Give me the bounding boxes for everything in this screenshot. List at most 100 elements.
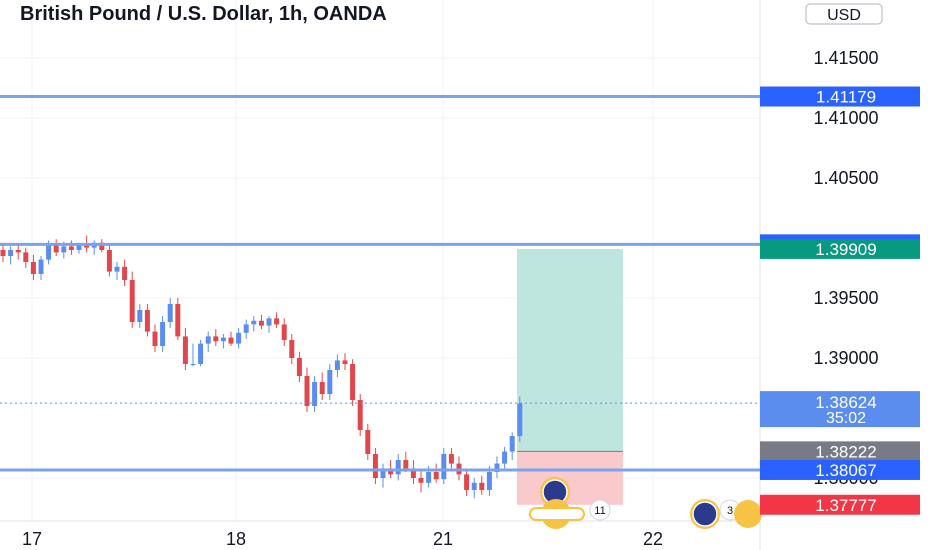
- price-tag: 1.38222: [760, 441, 920, 462]
- candle-body: [289, 340, 295, 358]
- price-axis-label: 1.41000: [813, 108, 878, 128]
- candle-body: [509, 436, 515, 452]
- currency-label: USD: [827, 7, 861, 24]
- candle: [441, 448, 447, 484]
- candle: [350, 359, 356, 406]
- price-tag-bg: [760, 86, 920, 107]
- candle-body: [464, 474, 470, 490]
- candle-body: [236, 332, 242, 344]
- candle: [342, 353, 348, 370]
- candle-body: [266, 318, 272, 326]
- candle: [137, 304, 143, 328]
- candle: [0, 242, 6, 262]
- candle-body: [243, 324, 249, 333]
- candle: [327, 364, 333, 400]
- loss-zone[interactable]: [517, 451, 623, 505]
- event-count-label: 11: [594, 505, 605, 517]
- price-axis-label: 1.39000: [813, 348, 878, 368]
- candlestick-series: [0, 235, 523, 499]
- price-tag-label: 1.41179: [816, 88, 876, 107]
- candle-body: [251, 320, 257, 325]
- candle: [312, 376, 318, 412]
- candle: [502, 446, 508, 469]
- candle-body: [182, 336, 188, 364]
- candle: [479, 475, 485, 495]
- chart-grid: [0, 0, 760, 521]
- candle-body: [319, 382, 325, 394]
- economic-event-badges[interactable]: 11 3: [529, 477, 762, 529]
- candle: [471, 478, 477, 499]
- candle-body: [479, 482, 485, 490]
- candle-body: [403, 460, 409, 469]
- candle: [190, 343, 196, 367]
- currency-button[interactable]: USD: [805, 3, 883, 25]
- candle: [106, 245, 112, 277]
- candle: [160, 316, 166, 352]
- profit-zone[interactable]: [517, 248, 623, 452]
- candle-body: [68, 246, 74, 250]
- candle: [213, 329, 219, 346]
- candle-body: [213, 336, 219, 342]
- long-position-tool[interactable]: [517, 248, 623, 505]
- candle: [380, 463, 386, 488]
- time-axis-label: 21: [433, 529, 453, 549]
- candle-body: [471, 482, 477, 490]
- candle-body: [296, 358, 302, 376]
- candle-body: [8, 250, 14, 256]
- candle-body: [410, 468, 416, 478]
- candle: [243, 319, 249, 339]
- time-axis-label: 17: [22, 529, 42, 549]
- price-tag: 1.38067: [760, 459, 920, 480]
- candle-body: [220, 337, 226, 342]
- candle: [236, 328, 242, 349]
- candle-body: [274, 318, 280, 325]
- candle: [68, 240, 74, 255]
- candle: [365, 424, 371, 460]
- uk-flag-icon[interactable]: [734, 500, 762, 528]
- candle: [266, 316, 272, 333]
- candle-body: [38, 259, 44, 274]
- us-flag-icon[interactable]: [529, 507, 585, 521]
- candle: [418, 470, 424, 493]
- candle: [509, 432, 515, 460]
- uk-flag-icon[interactable]: [692, 501, 718, 527]
- candle-body: [84, 245, 90, 248]
- candle-body: [106, 250, 112, 272]
- candle-body: [122, 266, 128, 280]
- price-tag-label: 1.37777: [815, 496, 876, 515]
- candle-body: [258, 320, 264, 326]
- candle: [494, 456, 500, 478]
- candle-body: [426, 472, 432, 483]
- candle-body: [441, 454, 447, 480]
- price-tag: 1.37777: [760, 494, 920, 515]
- candle: [129, 271, 135, 328]
- candle-body: [198, 343, 204, 364]
- candle-body: [129, 280, 135, 322]
- time-axis[interactable]: 17 18 21 22: [22, 529, 663, 549]
- price-tag: 1.39909: [760, 238, 920, 259]
- horizontal-levels[interactable]: [0, 95, 760, 472]
- candle: [152, 324, 158, 352]
- candle-body: [228, 337, 234, 344]
- candle-body: [190, 364, 196, 365]
- event-count-badge[interactable]: [589, 499, 611, 521]
- candle: [198, 340, 204, 367]
- chart-title: British Pound / U.S. Dollar, 1h, OANDA: [20, 3, 387, 25]
- price-tags: 1.411791.399471.399091.3862435:021.38222…: [760, 86, 920, 515]
- candle: [296, 352, 302, 382]
- candle-body: [76, 245, 82, 250]
- candle: [274, 312, 280, 328]
- candle: [334, 354, 340, 378]
- candle: [175, 298, 181, 340]
- candle-body: [486, 472, 492, 490]
- candle-body: [61, 246, 67, 253]
- candle-body: [395, 460, 401, 475]
- candle: [53, 239, 59, 256]
- candle-body: [357, 400, 363, 430]
- candle: [182, 328, 188, 370]
- candle-body: [114, 266, 120, 272]
- candle-body: [342, 360, 348, 364]
- candle: [205, 331, 211, 352]
